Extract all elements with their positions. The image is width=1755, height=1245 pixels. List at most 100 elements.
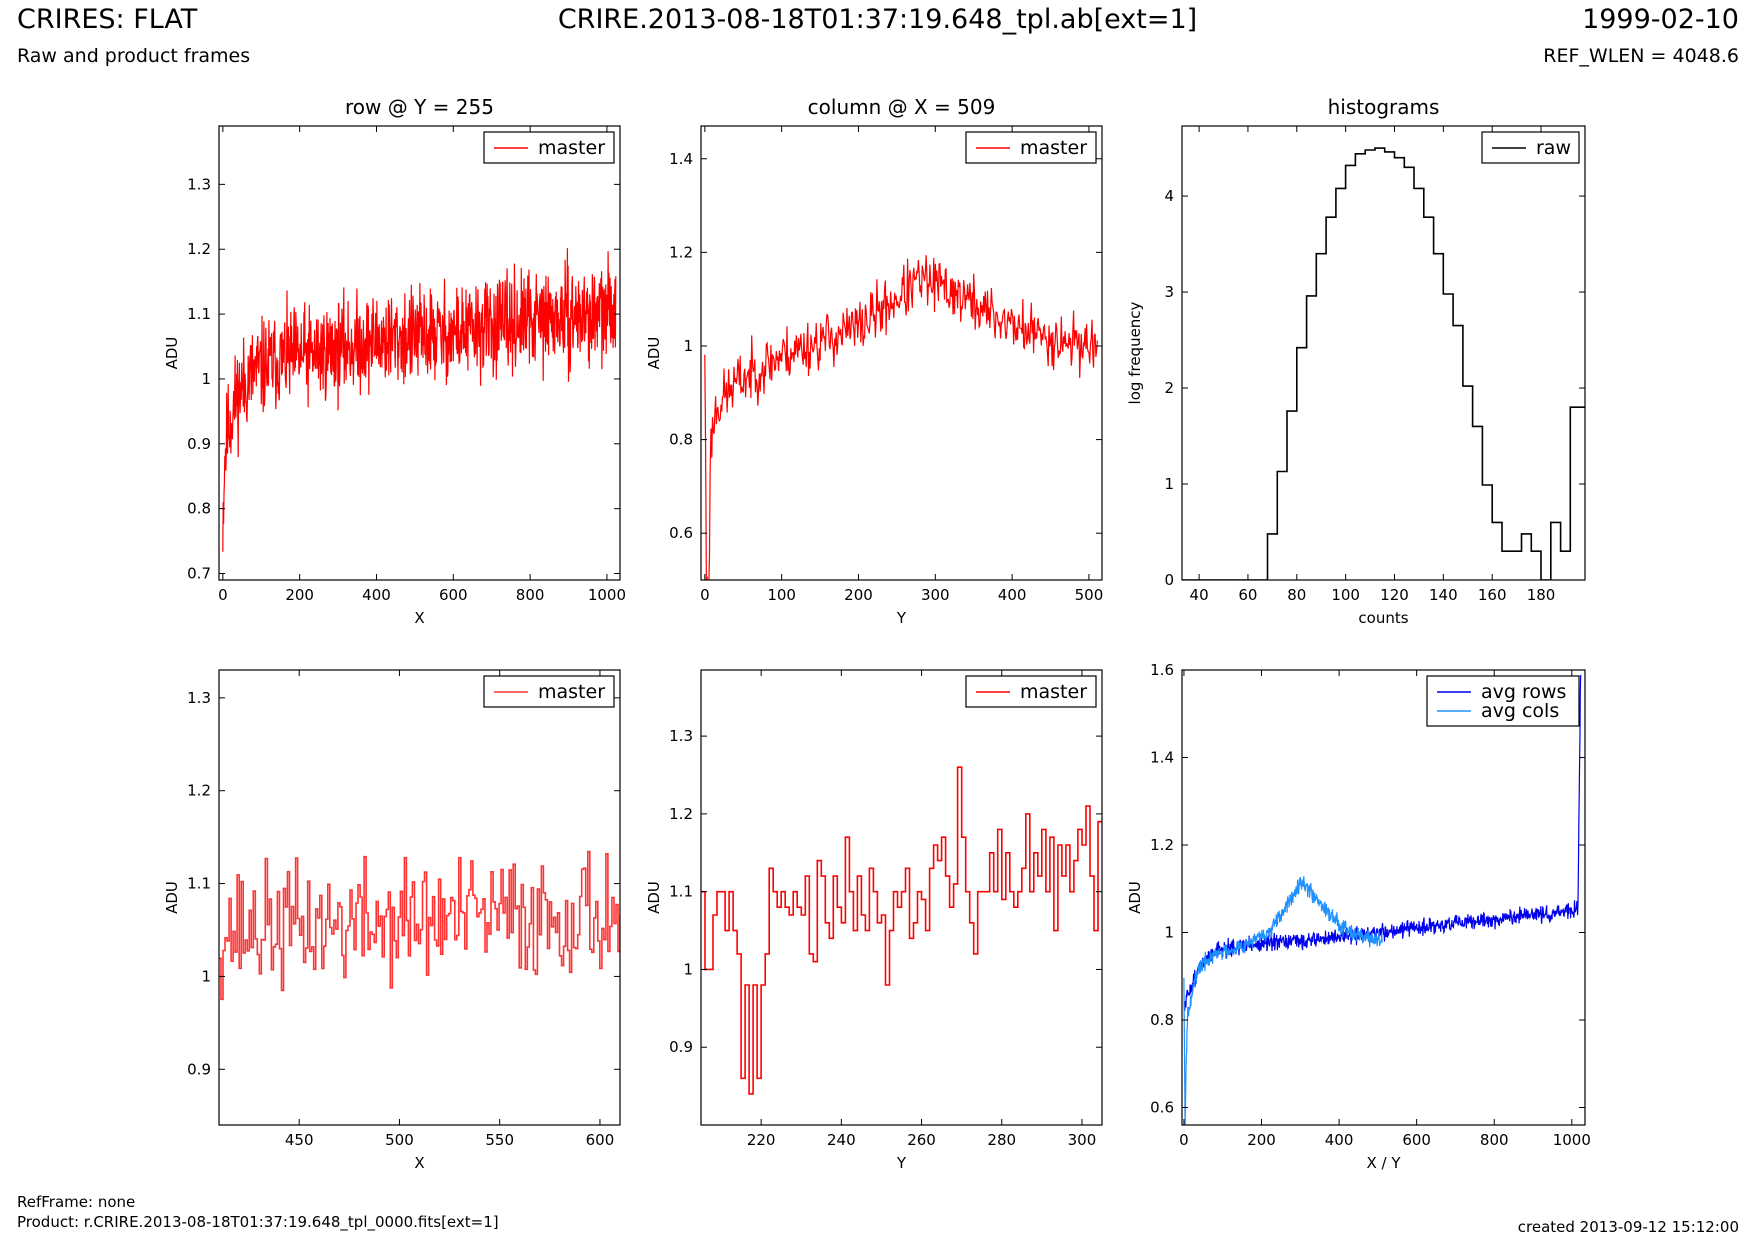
report-title: CRIRES: FLAT — [17, 4, 198, 35]
x-tick-label: 600 — [1402, 1131, 1431, 1149]
legend: master — [483, 131, 615, 164]
x-tick-label: 200 — [285, 586, 314, 604]
y-tick-label: 1.2 — [187, 782, 211, 800]
series-group — [1183, 674, 1582, 1125]
y-tick-label: 0.7 — [187, 565, 211, 583]
x-axis-label: X — [414, 1154, 424, 1172]
y-axis-label: ADU — [645, 881, 663, 914]
x-tick-label: 0 — [700, 586, 710, 604]
x-axis-label: Y — [896, 609, 907, 627]
plot-frame — [700, 125, 1103, 581]
chart-title: column @ X = 509 — [808, 95, 996, 119]
date-title: 1999-02-10 — [1582, 4, 1739, 35]
series-line-0 — [222, 248, 617, 552]
x-tick-label: 100 — [767, 586, 796, 604]
y-tick-label: 4 — [1164, 187, 1174, 205]
x-tick-label: 100 — [1331, 586, 1360, 604]
file-name-title: CRIRE.2013-08-18T01:37:19.648_tpl.ab[ext… — [557, 4, 1198, 35]
series-group — [704, 255, 1098, 580]
x-tick-label: 0 — [1179, 1131, 1189, 1149]
y-tick-label: 1.1 — [187, 875, 211, 893]
ref-wlen-label: REF_WLEN = 4048.6 — [1543, 45, 1739, 67]
created-label: created 2013-09-12 15:12:00 — [1517, 1218, 1739, 1236]
y-tick-label: 1 — [683, 960, 693, 978]
plot-frame — [1181, 669, 1586, 1126]
y-tick-label: 1.4 — [1150, 749, 1174, 767]
legend-label: raw — [1536, 137, 1571, 159]
chart-title: row @ Y = 255 — [345, 95, 494, 119]
legend-label: master — [538, 137, 605, 159]
y-tick-label: 1.1 — [187, 305, 211, 323]
x-tick-label: 0 — [218, 586, 228, 604]
y-tick-label: 1.4 — [669, 150, 693, 168]
y-axis-label: ADU — [645, 337, 663, 370]
x-tick-label: 500 — [385, 1131, 414, 1149]
plot-frame — [218, 669, 621, 1126]
series-line-0 — [1182, 147, 1585, 580]
y-tick-label: 0.6 — [669, 524, 693, 542]
legend: raw — [1481, 131, 1580, 164]
x-tick-label: 120 — [1380, 586, 1409, 604]
series-line-0 — [1183, 674, 1582, 1011]
x-tick-label: 300 — [1068, 1131, 1097, 1149]
y-tick-label: 1.3 — [187, 175, 211, 193]
refframe-label: RefFrame: none — [17, 1193, 136, 1211]
legend-box — [1426, 675, 1580, 727]
y-tick-label: 3 — [1164, 283, 1174, 301]
chart-histogram: 40 60 80 100 120 140 160 180 0 1 2 3 4 histograms coun… — [1126, 95, 1586, 627]
chart-row-zoom: 450 500 550 600 0.9 1 1.1 1.2 1.3 X ADU master — [163, 669, 621, 1172]
y-tick-label: 2 — [1164, 379, 1174, 397]
x-axis-label: X — [414, 609, 424, 627]
y-tick-label: 1.2 — [669, 243, 693, 261]
x-tick-label: 220 — [747, 1131, 776, 1149]
series-group — [701, 766, 1102, 1095]
y-tick-label: 1 — [683, 337, 693, 355]
x-tick-label: 400 — [998, 586, 1027, 604]
y-tick-label: 0.9 — [669, 1038, 693, 1056]
series-line-0 — [704, 255, 1098, 580]
x-tick-label: 200 — [1247, 1131, 1276, 1149]
x-axis-label: counts — [1358, 609, 1408, 627]
legend-label: master — [1020, 137, 1087, 159]
legend: master — [965, 131, 1097, 164]
x-tick-label: 500 — [1075, 586, 1104, 604]
x-tick-label: 1000 — [1553, 1131, 1591, 1149]
x-tick-label: 400 — [362, 586, 391, 604]
x-tick-label: 60 — [1238, 586, 1257, 604]
x-tick-label: 140 — [1429, 586, 1458, 604]
x-axis-label: X / Y — [1366, 1154, 1401, 1172]
y-tick-label: 0.6 — [1150, 1099, 1174, 1117]
y-axis-label: ADU — [163, 337, 181, 370]
y-tick-label: 0.8 — [1150, 1011, 1174, 1029]
chart-row-full: 0 200 400 600 800 1000 0.7 0.8 0.9 1 1.1 1.2 1.3 row … — [163, 95, 626, 627]
x-axis-label: Y — [896, 1154, 907, 1172]
plot-frame — [700, 669, 1103, 1126]
y-tick-label: 0.9 — [187, 1060, 211, 1078]
x-tick-label: 160 — [1478, 586, 1507, 604]
x-tick-label: 80 — [1287, 586, 1306, 604]
series-line-0 — [701, 766, 1102, 1095]
y-tick-label: 0.9 — [187, 435, 211, 453]
y-tick-label: 1.2 — [187, 240, 211, 258]
y-tick-label: 1.1 — [669, 883, 693, 901]
x-tick-label: 800 — [516, 586, 545, 604]
y-tick-label: 1 — [1164, 924, 1174, 942]
legend: master — [483, 675, 615, 708]
legend-label: master — [1020, 681, 1087, 703]
x-tick-label: 280 — [987, 1131, 1016, 1149]
y-tick-label: 0.8 — [187, 500, 211, 518]
x-tick-label: 200 — [844, 586, 873, 604]
x-tick-label: 240 — [827, 1131, 856, 1149]
legend-label: master — [538, 681, 605, 703]
y-tick-label: 1.3 — [187, 689, 211, 707]
x-tick-label: 40 — [1190, 586, 1209, 604]
x-tick-label: 180 — [1527, 586, 1556, 604]
y-axis-label: ADU — [163, 881, 181, 914]
x-tick-label: 260 — [907, 1131, 936, 1149]
series-line-0 — [219, 850, 620, 1001]
product-label: Product: r.CRIRE.2013-08-18T01:37:19.648… — [17, 1213, 499, 1231]
y-axis-label: log frequency — [1126, 301, 1144, 404]
chart-col-full: 0 100 200 300 400 500 0.6 0.8 1 1.2 1.4 column @ X … — [645, 95, 1103, 627]
